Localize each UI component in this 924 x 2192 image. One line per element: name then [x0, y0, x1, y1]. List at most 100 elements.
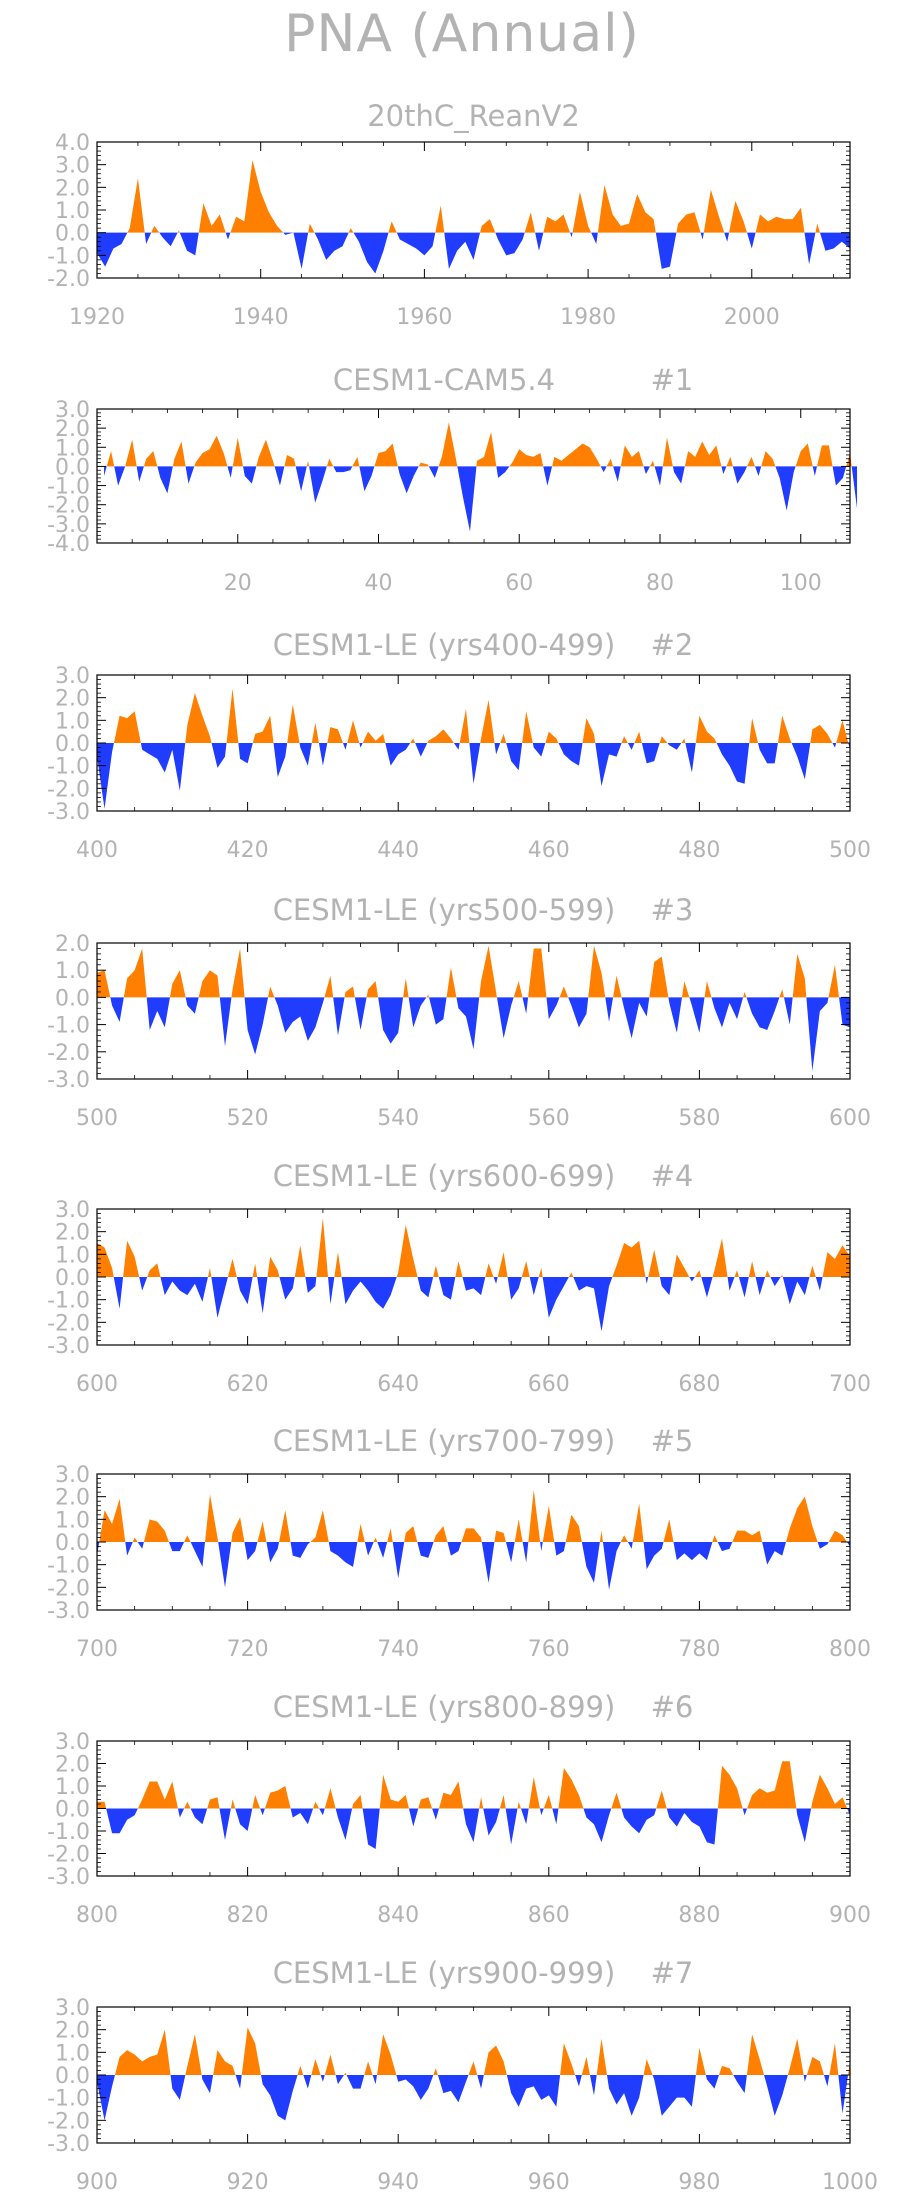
y-tick-label: 3.0	[55, 1463, 90, 1488]
y-tick-label: -3.0	[47, 1599, 90, 1624]
x-tick-label: 620	[227, 1372, 269, 1397]
chart-panel: CESM1-LE (yrs900-999) #7 -3.0-2.0-1.00.01.…	[47, 1956, 878, 2192]
y-tick-label: -1.0	[47, 475, 90, 500]
panel-title: CESM1-LE (yrs700-799)	[273, 1424, 616, 1458]
y-tick-label: 0.0	[55, 1266, 90, 1291]
negative-anomaly-area	[104, 466, 858, 532]
x-tick-label: 560	[528, 1106, 570, 1131]
x-tick-label: 1000	[822, 2170, 878, 2192]
x-tick-label: 960	[528, 2170, 570, 2192]
x-tick-label: 600	[829, 1106, 871, 1131]
negative-anomaly-area	[97, 743, 850, 809]
y-tick-label: 1.0	[55, 1775, 90, 1800]
x-tick-label: 900	[829, 1903, 871, 1928]
negative-anomaly-area	[97, 232, 850, 274]
x-tick-label: 1960	[396, 305, 452, 330]
positive-anomaly-area	[97, 1761, 850, 1809]
member-label: #1	[651, 363, 694, 397]
y-tick-label: 1.0	[55, 709, 90, 734]
y-tick-label: 1.0	[55, 2041, 90, 2066]
y-tick-label: 1.0	[55, 436, 90, 461]
y-tick-label: 2.0	[55, 932, 90, 957]
x-tick-label: 440	[377, 838, 419, 863]
x-tick-label: 2000	[724, 305, 780, 330]
y-tick-label: 3.0	[55, 398, 90, 423]
panel-title: CESM1-LE (yrs600-699)	[273, 1159, 616, 1193]
member-label: #5	[651, 1424, 694, 1458]
x-tick-label: 60	[505, 571, 533, 596]
panel-title: CESM1-LE (yrs500-599)	[273, 893, 616, 927]
chart-panel: CESM1-LE (yrs800-899) #6 -3.0-2.0-1.00.01.…	[47, 1690, 871, 1928]
x-tick-label: 1980	[560, 305, 616, 330]
y-tick-label: -2.0	[47, 267, 90, 292]
y-tick-label: -2.0	[47, 1843, 90, 1868]
y-tick-label: 2.0	[55, 2019, 90, 2044]
x-tick-label: 400	[76, 838, 118, 863]
y-tick-label: 2.0	[55, 687, 90, 712]
y-tick-label: -4.0	[47, 532, 90, 557]
panel-title: CESM1-LE (yrs400-499)	[273, 628, 616, 662]
x-tick-label: 820	[227, 1903, 269, 1928]
x-tick-label: 640	[377, 1372, 419, 1397]
x-tick-label: 920	[227, 2170, 269, 2192]
y-tick-label: 1.0	[55, 1243, 90, 1268]
x-tick-label: 860	[528, 1903, 570, 1928]
panel-title: CESM1-CAM5.4	[333, 363, 555, 397]
x-tick-label: 700	[829, 1372, 871, 1397]
x-tick-label: 840	[377, 1903, 419, 1928]
x-tick-label: 660	[528, 1372, 570, 1397]
chart-panel: CESM1-LE (yrs500-599) #3 -3.0-2.0-1.0 0.01.…	[47, 893, 871, 1131]
x-tick-label: 1940	[233, 305, 289, 330]
x-tick-label: 580	[678, 1106, 720, 1131]
plot-frame	[96, 408, 851, 544]
y-tick-label: 3.0	[55, 1198, 90, 1223]
y-tick-label: -1.0	[47, 1554, 90, 1579]
x-tick-label: 600	[76, 1372, 118, 1397]
x-tick-label: 100	[780, 571, 822, 596]
x-tick-label: 880	[678, 1903, 720, 1928]
y-tick-label: 2.0	[55, 1486, 90, 1511]
x-tick-label: 780	[678, 1637, 720, 1662]
positive-anomaly-area	[97, 945, 850, 998]
negative-anomaly-area	[97, 997, 850, 1071]
y-tick-label: 2.0	[55, 176, 90, 201]
y-tick-label: -3.0	[47, 1334, 90, 1359]
x-tick-label: 680	[678, 1372, 720, 1397]
chart-panel: 20thC_ReanV2 -2.0-1.00.01.02.03.04.0 1920 1…	[47, 99, 851, 330]
x-tick-label: 800	[76, 1903, 118, 1928]
x-tick-label: 40	[364, 571, 392, 596]
y-tick-label: -1.0	[47, 1289, 90, 1314]
y-tick-label: 3.0	[55, 154, 90, 179]
chart-panel: CESM1-LE (yrs400-499) #2 -3.0-2.0-1.00.01.…	[47, 628, 871, 863]
y-tick-label: 0.0	[55, 1531, 90, 1556]
y-tick-label: 1.0	[55, 959, 90, 984]
y-tick-label: 0.0	[55, 2064, 90, 2089]
panel-title: CESM1-LE (yrs800-899)	[273, 1690, 616, 1724]
x-tick-label: 760	[528, 1637, 570, 1662]
y-tick-label: -1.0	[47, 1014, 90, 1039]
y-tick-label: 2.0	[55, 1753, 90, 1778]
x-tick-label: 940	[377, 2170, 419, 2192]
y-tick-label: -3.0	[47, 2132, 90, 2157]
x-tick-label: 720	[227, 1637, 269, 1662]
negative-anomaly-area	[97, 2075, 850, 2121]
member-label: #3	[651, 893, 694, 927]
positive-anomaly-area	[97, 1489, 850, 1542]
y-tick-label: 3.0	[55, 664, 90, 689]
x-tick-label: 520	[227, 1106, 269, 1131]
member-label: #6	[651, 1690, 694, 1724]
y-tick-label: 0.0	[55, 1798, 90, 1823]
positive-anomaly-area	[97, 160, 850, 233]
y-tick-label: -2.0	[47, 1576, 90, 1601]
y-tick-label: -3.0	[47, 1068, 90, 1093]
chart-panel: CESM1-LE (yrs600-699) #4 -3.0-2.0-1.00.01.…	[47, 1159, 871, 1397]
panel-title: CESM1-LE (yrs900-999)	[273, 1956, 616, 1990]
x-tick-label: 800	[829, 1637, 871, 1662]
y-tick-label: 0.0	[55, 732, 90, 757]
x-tick-label: 900	[76, 2170, 118, 2192]
y-tick-label: 0.0	[55, 222, 90, 247]
x-tick-label: 480	[678, 838, 720, 863]
y-tick-label: -2.0	[47, 2109, 90, 2134]
y-tick-label: -1.0	[47, 1820, 90, 1845]
